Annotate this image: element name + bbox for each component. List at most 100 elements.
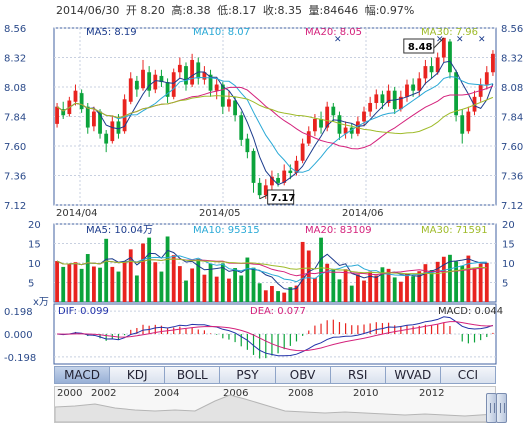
candle-down <box>319 118 323 128</box>
tab-boll[interactable]: BOLL <box>165 366 221 384</box>
volume-bar-down <box>165 236 170 302</box>
candle-up <box>214 84 219 91</box>
volume-bar-up <box>362 280 366 302</box>
volume-bar-up <box>478 263 483 302</box>
macd-tick-left: 0.198 <box>4 307 33 318</box>
volume-bar-down <box>276 291 280 302</box>
dea-line <box>57 321 493 352</box>
tab-psy[interactable]: PSY <box>220 366 276 384</box>
candle-down <box>288 170 293 174</box>
volume-bar-down <box>147 237 152 302</box>
tab-macd[interactable]: MACD <box>54 366 111 384</box>
price-tick-right: 8.32 <box>501 54 523 65</box>
volume-bar-up <box>227 278 231 302</box>
candle-up <box>171 72 176 97</box>
volume-bar-down <box>196 259 201 302</box>
ma30-volume-line <box>56 258 487 275</box>
dif-legend: DIF: 0.099 <box>58 306 109 317</box>
volume-bar-down <box>159 271 164 302</box>
tab-rsi[interactable]: RSI <box>330 366 386 384</box>
price-tick-right: 7.12 <box>501 201 523 212</box>
quote-summary: 2014/06/30 开 8.20 高:8.38 低:8.17 收:8.35 量… <box>56 2 417 18</box>
candle-up <box>423 66 428 79</box>
candle-up <box>398 96 403 110</box>
volume-bar-up <box>91 266 96 302</box>
volume-bar-up <box>405 274 409 302</box>
candle-up <box>91 111 96 127</box>
volume-bar-down <box>104 238 109 302</box>
low-callout-box <box>267 189 295 205</box>
volume-bar-up <box>355 274 360 302</box>
volume-bar-down <box>460 265 465 302</box>
volume-bar-up <box>466 255 471 302</box>
macd-tick-left: 0.000 <box>4 330 33 341</box>
tab-wvad[interactable]: WVAD <box>385 366 441 384</box>
volume-bar-up <box>484 262 489 302</box>
price-tick-right: 7.36 <box>501 172 523 183</box>
volume-bar-down <box>220 263 225 302</box>
volume-bar-up <box>263 290 268 302</box>
volume-bar-up <box>398 281 403 302</box>
range-handle-right[interactable] <box>496 393 507 423</box>
quote-open: 开 8.20 <box>125 4 165 17</box>
ma20-legend: MA20: 8.05 <box>305 27 362 38</box>
candle-up <box>374 94 379 103</box>
volume-bar-down <box>184 280 188 302</box>
event-marker: ✕ <box>456 35 464 45</box>
ma30-legend: MA30: 7.96 <box>421 27 478 38</box>
price-tick-right: 8.56 <box>501 24 523 35</box>
event-marker: ✕ <box>478 35 486 45</box>
volume-bar-down <box>251 267 256 302</box>
candle-down <box>349 127 354 134</box>
volume-bar-down <box>337 279 342 302</box>
volume-bar-down <box>331 268 336 302</box>
volume-tick-left: 15 <box>28 240 41 251</box>
volume-bar-up <box>386 268 391 302</box>
volume-bar-up <box>368 271 373 302</box>
candle-up <box>417 78 422 91</box>
candle-up <box>466 111 471 132</box>
volume-bar-down <box>245 257 250 302</box>
volume-bar-up <box>312 277 317 302</box>
volume-bar-up <box>110 266 115 302</box>
nav-year-labels: 2000 2002 2004 2006 2008 2010 2012 <box>55 388 495 400</box>
volume-bar-up <box>177 266 182 302</box>
candle-up <box>325 106 330 128</box>
price-tick-left: 8.56 <box>4 24 26 35</box>
candle-down <box>159 75 164 83</box>
candle-down <box>98 111 102 134</box>
indicator-tabs: MACD KDJ BOLL PSY OBV RSI WVAD CCI <box>54 366 496 384</box>
volume-unit: x万 <box>33 297 49 308</box>
candle-down <box>61 109 66 116</box>
candle-down <box>208 74 213 91</box>
candle-down <box>196 62 201 79</box>
candle-up <box>153 74 158 90</box>
price-tick-left: 7.60 <box>4 142 26 153</box>
volume-tick-right: 5 <box>502 279 508 290</box>
candle-up <box>294 160 299 174</box>
candle-up <box>128 78 133 102</box>
candle-up <box>282 170 287 183</box>
volume-tick-left: 10 <box>28 259 41 270</box>
volume-bar-up <box>270 286 274 302</box>
tab-cci[interactable]: CCI <box>440 366 496 384</box>
nav-year: 2000 <box>57 388 83 399</box>
candle-down <box>429 66 434 73</box>
macd-tick-left: -0.198 <box>4 353 36 364</box>
candle-down <box>79 93 84 110</box>
time-navigator[interactable]: 2000 2002 2004 2006 2008 2010 2012 <box>54 386 496 423</box>
ma5-volume-line <box>56 249 487 290</box>
nav-year: 2004 <box>154 388 180 399</box>
tab-obv[interactable]: OBV <box>275 366 331 384</box>
dea-legend: DEA: 0.077 <box>250 306 306 317</box>
quote-change: 幅:0.97% <box>364 4 415 17</box>
volume-tick-right: 15 <box>502 240 515 251</box>
ma10-price-line <box>56 76 494 173</box>
quote-high: 高:8.38 <box>171 4 211 17</box>
tab-kdj[interactable]: KDJ <box>110 366 166 384</box>
candle-up <box>300 143 305 161</box>
volume-bar-up <box>435 261 440 302</box>
candle-up <box>435 57 440 73</box>
candle-down <box>460 115 465 134</box>
